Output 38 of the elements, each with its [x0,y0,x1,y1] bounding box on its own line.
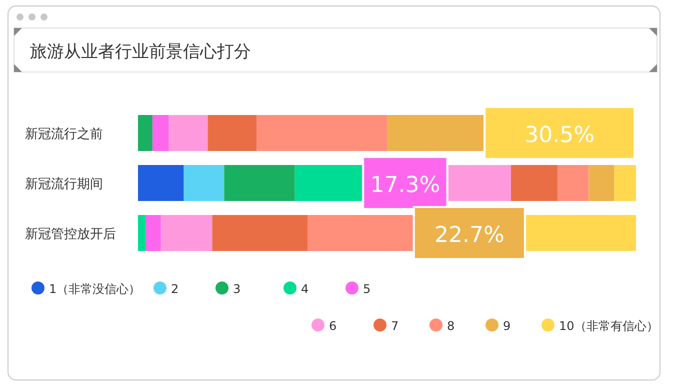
bar [511,165,558,201]
y-tick-label: 新冠管控放开后 [25,227,116,242]
legend-label: 4 [301,282,309,296]
legend-label: 10（非常有信心） [559,319,658,333]
legend-label: 2 [171,282,179,296]
bar [212,215,308,251]
legend-label: 5 [363,282,371,296]
bar [448,165,511,201]
legend-label: 7 [391,319,399,333]
bar [558,165,589,201]
bar [208,115,257,151]
data-label: 30.5% [524,123,594,148]
chart-title: 旅游从业者行业前景信心打分 [30,42,251,62]
legend-label: 6 [329,319,337,333]
bar [614,165,636,201]
bar [224,165,295,201]
legend-label: 9 [503,319,511,333]
legend-label: 1（非常没信心） [49,282,141,296]
bar [526,215,636,251]
bar [160,215,212,251]
bar [184,165,224,201]
bar [138,215,146,251]
data-label: 17.3% [370,173,440,198]
y-tick-label: 新冠流行期间 [25,176,103,192]
y-tick-label: 新冠流行之前 [25,126,103,142]
bar [152,115,169,151]
bar [138,165,184,201]
bar [138,115,152,151]
legend-label: 3 [233,282,241,296]
bar [294,165,362,201]
bar [588,165,614,201]
bar [145,215,161,251]
data-label: 22.7% [434,223,504,248]
legend-label: 8 [447,319,455,333]
bar [256,115,387,151]
bar [168,115,208,151]
bar [308,215,413,251]
bar [387,115,484,151]
